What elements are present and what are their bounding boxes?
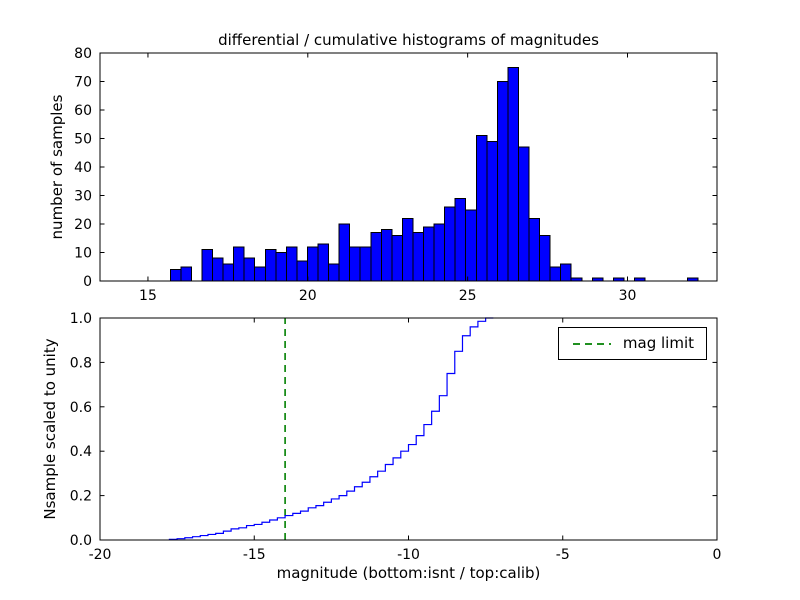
histogram-bar [180, 266, 192, 282]
histogram-bar [349, 246, 361, 282]
histogram-bar [517, 146, 530, 282]
y-tick-label: 0 [83, 274, 92, 290]
y-tick-label: 60 [74, 103, 92, 119]
bottom-y-axis-label: Nsample scaled to unity [41, 338, 59, 520]
histogram-bar [264, 249, 277, 282]
histogram-bar [222, 263, 235, 282]
chart-title: differential / cumulative histograms of … [218, 31, 599, 49]
bottom-axes: -20 -15 -10 -5 0 0.0 0.2 0.4 0.6 0.8 1.0 [70, 311, 722, 563]
y-tick-label: 30 [74, 189, 92, 205]
y-tick-label: 70 [74, 75, 92, 91]
y-tick-label: 20 [74, 217, 92, 233]
y-tick-label: 0.6 [70, 400, 92, 416]
legend-dashed-line-icon [572, 342, 611, 345]
y-tick-label: 0.0 [70, 533, 92, 549]
histogram-bar [433, 223, 446, 282]
top-y-axis-label: number of samples [48, 94, 66, 240]
histogram-bar [359, 246, 372, 282]
histogram-bar [233, 246, 245, 282]
histogram-bar [201, 249, 214, 282]
y-tick-label: 10 [74, 246, 92, 262]
y-tick-label: 50 [74, 132, 92, 148]
legend-label: mag limit [622, 334, 694, 352]
x-tick-label: 30 [619, 288, 637, 304]
x-tick-label: -15 [243, 547, 266, 563]
y-tick-label: 40 [74, 160, 92, 176]
histogram-bar [454, 197, 467, 282]
histogram-bar [317, 243, 330, 282]
y-tick-label: 0.8 [70, 355, 92, 371]
histogram-bar [212, 257, 224, 282]
top-axes: 15 20 25 30 0 10 20 30 40 50 60 70 80 [74, 46, 717, 304]
y-tick-label: 1.0 [70, 311, 92, 327]
x-axis-label: magnitude (bottom:isnt / top:calib) [276, 564, 541, 582]
x-tick-label: -20 [89, 547, 112, 563]
histogram-bar [338, 223, 351, 282]
histogram-bar [306, 246, 319, 282]
legend: mag limit [557, 327, 707, 360]
cumulative-step-line [168, 317, 494, 540]
histogram-bar [243, 257, 256, 282]
histogram-bar [423, 226, 435, 282]
y-tick-label: 0.2 [70, 489, 92, 505]
x-tick-label: -5 [556, 547, 570, 563]
histogram-bar [465, 209, 477, 282]
histogram-bar [496, 81, 509, 282]
top-axes-frame [99, 52, 718, 282]
histogram-bar [275, 252, 287, 282]
histogram-bar [391, 234, 403, 282]
histogram-bar [560, 263, 572, 282]
histogram-bar [401, 217, 414, 282]
histogram-bar [328, 263, 340, 282]
histogram-bar [539, 234, 551, 282]
histogram-bar [486, 140, 498, 282]
y-tick-label: 0.4 [70, 444, 92, 460]
histogram-bar [169, 269, 182, 282]
histogram-bar [370, 232, 382, 282]
x-tick-label: 15 [139, 288, 157, 304]
x-tick-label: 0 [713, 547, 722, 563]
histogram-bar [528, 217, 541, 282]
x-tick-label: 20 [299, 288, 317, 304]
histogram-bar [549, 266, 562, 282]
histogram-bar [412, 232, 425, 282]
x-tick-label: 25 [459, 288, 477, 304]
histogram-bar [475, 135, 488, 282]
histogram-bars [169, 66, 699, 282]
histogram-bar [507, 66, 519, 282]
x-tick-label: -10 [397, 547, 420, 563]
y-tick-label: 80 [74, 46, 92, 62]
histogram-bar [380, 229, 393, 282]
histogram-bar [285, 246, 298, 282]
histogram-bar [296, 260, 308, 282]
bottom-axes-frame [99, 317, 718, 541]
histogram-bar [444, 206, 456, 282]
histogram-bar [254, 266, 266, 282]
